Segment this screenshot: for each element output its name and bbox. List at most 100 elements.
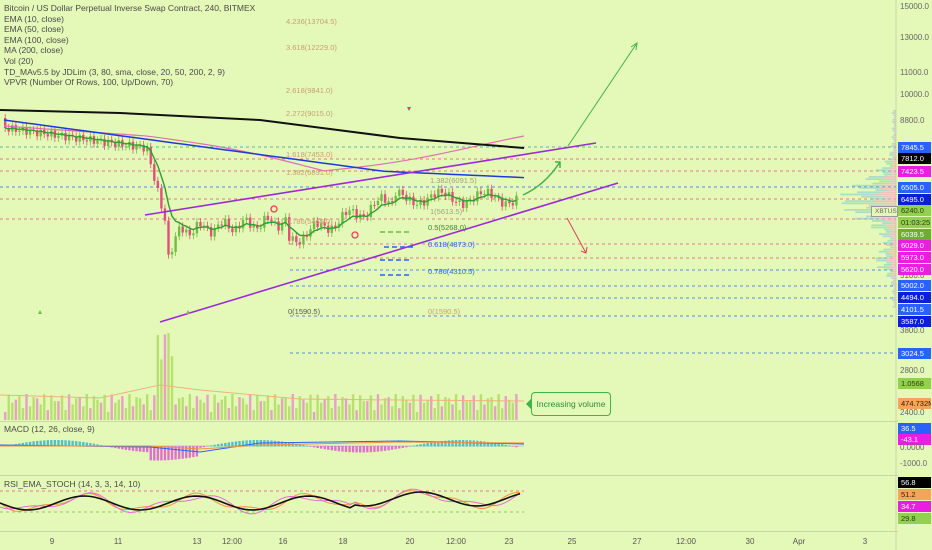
candle-body	[142, 144, 145, 152]
macd-histogram-bar	[170, 446, 174, 460]
candle-body	[149, 146, 152, 165]
candle-body	[330, 225, 333, 233]
candle-body	[511, 203, 515, 206]
candle-body	[373, 204, 376, 206]
price-tag: 29.8	[898, 513, 931, 524]
candle-body	[234, 225, 238, 233]
vpvr-bar-up	[879, 233, 890, 235]
rsi-label[interactable]: RSI_EMA_STOCH (14, 3, 3, 14, 10)	[4, 479, 141, 489]
macd-histogram-bar	[156, 446, 160, 461]
macd-histogram-bar	[426, 442, 429, 447]
candle-body	[213, 228, 216, 237]
legend-ma200[interactable]: MA (200, close)	[4, 45, 64, 56]
vpvr-bar-up	[879, 180, 890, 183]
macd-histogram-bar	[490, 442, 493, 447]
volume-bar	[348, 404, 351, 420]
macd-histogram-bar	[202, 446, 206, 448]
vpvr-bar-down	[895, 123, 896, 125]
candle-body	[493, 196, 497, 198]
vpvr-bar-down	[885, 176, 896, 178]
volume-bar	[177, 398, 181, 420]
vpvr-bar-down	[893, 281, 896, 284]
volume-bar	[415, 411, 419, 420]
legend-td-ma[interactable]: TD_MAv5.5 by JDLim (3, 80, sma, close, 2…	[4, 66, 225, 77]
macd-histogram-bar	[327, 446, 330, 450]
vpvr-bar-up	[875, 189, 888, 191]
macd-histogram-bar	[231, 441, 234, 447]
legend-vpvr[interactable]: VPVR (Number Of Rows, 100, Up/Down, 70)	[4, 77, 174, 88]
macd-histogram-bar	[305, 445, 309, 447]
volume-bar	[35, 398, 39, 420]
candle-body	[490, 188, 493, 198]
volume-bar	[195, 396, 199, 420]
vpvr-bar-up	[886, 261, 893, 264]
vpvr-bar-up	[855, 211, 880, 213]
candle-body	[241, 219, 245, 229]
candle-body	[334, 225, 337, 228]
volume-bar	[170, 356, 174, 420]
price-tag: 6240.0	[898, 205, 931, 216]
price-axis-strip	[896, 0, 932, 550]
macd-histogram-bar	[486, 441, 490, 447]
candle-body	[170, 251, 174, 255]
volume-bar	[103, 394, 106, 420]
candle-body	[114, 142, 117, 147]
macd-histogram-bar	[280, 441, 284, 447]
candle-body	[401, 189, 404, 195]
vpvr-bar-up	[893, 288, 896, 290]
vpvr-bar-up	[882, 167, 891, 169]
symbol-title[interactable]: Bitcoin / US Dollar Perpetual Inverse Sw…	[4, 3, 256, 13]
vpvr-bar-down	[894, 147, 896, 150]
volume-bar	[270, 410, 273, 420]
candle-body	[192, 233, 195, 236]
candle-body	[4, 118, 7, 128]
vpvr-bar-up	[844, 209, 876, 211]
vpvr-bar-up	[893, 147, 895, 150]
candle-body	[106, 139, 110, 146]
vpvr-bar-up	[865, 178, 884, 180]
price-tag: 1.0568	[898, 378, 931, 389]
macd-histogram-bar	[177, 446, 181, 460]
vpvr-bar-up	[894, 294, 896, 297]
legend-ema50[interactable]: EMA (50, close)	[4, 24, 64, 35]
price-axis-tick: 13000.0	[900, 33, 929, 42]
volume-bar	[515, 394, 518, 420]
legend-volume[interactable]: Vol (20)	[4, 55, 34, 66]
volume-bar	[234, 406, 238, 420]
macd-histogram-bar	[75, 441, 78, 447]
vpvr-bar-down	[894, 279, 896, 282]
time-axis-tick: 25	[567, 537, 577, 546]
macd-histogram-bar	[238, 441, 241, 447]
candle-body	[96, 140, 99, 144]
vpvr-bar-down	[892, 244, 896, 246]
vpvr-bar-up	[883, 264, 892, 266]
legend-ema10[interactable]: EMA (10, close)	[4, 13, 64, 24]
volume-bar	[362, 401, 365, 420]
volume-bar	[454, 394, 458, 420]
volume-bar	[7, 394, 10, 420]
macd-histogram-bar	[167, 446, 170, 461]
macd-label[interactable]: MACD (12, 26, close, 9)	[4, 424, 95, 434]
vpvr-bar-up	[891, 290, 895, 293]
candle-body	[458, 200, 461, 202]
vpvr-bar-down	[895, 288, 896, 290]
vpvr-bar-up	[894, 303, 896, 306]
pane-separator-rsi[interactable]	[0, 475, 898, 476]
vpvr-bar-down	[890, 242, 896, 244]
volume-bar	[32, 397, 35, 420]
candle-body	[124, 146, 128, 148]
bull-projection-arrow	[522, 161, 561, 196]
vpvr-bar-down	[894, 127, 896, 130]
pane-separator-macd[interactable]	[0, 421, 898, 422]
macd-histogram-bar	[483, 441, 486, 447]
candle-body	[351, 208, 355, 211]
volume-bar	[217, 402, 220, 420]
price-axis-tick: 11000.0	[900, 68, 929, 77]
candle-body	[199, 222, 202, 227]
macd-histogram-bar	[405, 446, 408, 448]
macd-histogram-bar	[46, 440, 49, 447]
volume-bar	[128, 394, 131, 420]
legend-ema100[interactable]: EMA (100, close)	[4, 34, 69, 45]
candle-body	[167, 220, 170, 255]
